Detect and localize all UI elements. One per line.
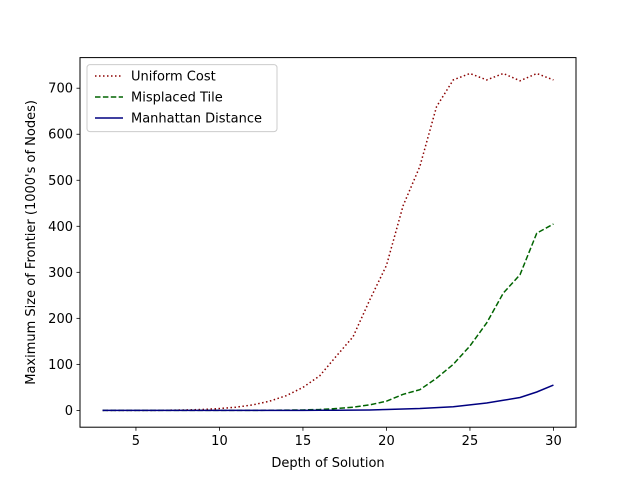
x-axis: 5 10 15 20 25 30 xyxy=(132,427,562,449)
x-tick-label: 20 xyxy=(378,434,395,449)
x-tick-label: 5 xyxy=(132,434,140,449)
x-tick-label: 10 xyxy=(211,434,228,449)
y-tick-label: 700 xyxy=(48,82,73,97)
legend-label-uniform-cost: Uniform Cost xyxy=(131,70,216,85)
plot-frame xyxy=(79,57,577,428)
legend-box xyxy=(86,64,278,133)
x-tick-label: 25 xyxy=(462,434,479,449)
y-tick-label: 500 xyxy=(48,174,73,189)
y-tick-label: 200 xyxy=(48,312,73,327)
y-axis: 0 100 200 300 400 500 600 700 xyxy=(48,82,80,419)
series-line-manhattan-distance xyxy=(102,384,554,412)
x-axis-label: Depth of Solution xyxy=(271,456,384,471)
y-tick-label: 0 xyxy=(65,404,73,419)
y-tick-label: 100 xyxy=(48,358,73,373)
y-axis-label: Maximum Size of Frontier (1000's of Node… xyxy=(24,100,39,385)
legend-label-manhattan-distance: Manhattan Distance xyxy=(131,112,262,127)
y-tick-label: 300 xyxy=(48,266,73,281)
x-tick-label: 30 xyxy=(545,434,562,449)
series-line-misplaced-tile xyxy=(102,223,554,412)
series-line-uniform-cost xyxy=(102,72,554,412)
y-tick-label: 600 xyxy=(48,128,73,143)
series-layer xyxy=(102,72,554,412)
legend: Uniform Cost Misplaced Tile Manhattan Di… xyxy=(86,64,278,133)
y-tick-label: 400 xyxy=(48,220,73,235)
legend-label-misplaced-tile: Misplaced Tile xyxy=(131,91,223,106)
x-tick-label: 15 xyxy=(295,434,312,449)
